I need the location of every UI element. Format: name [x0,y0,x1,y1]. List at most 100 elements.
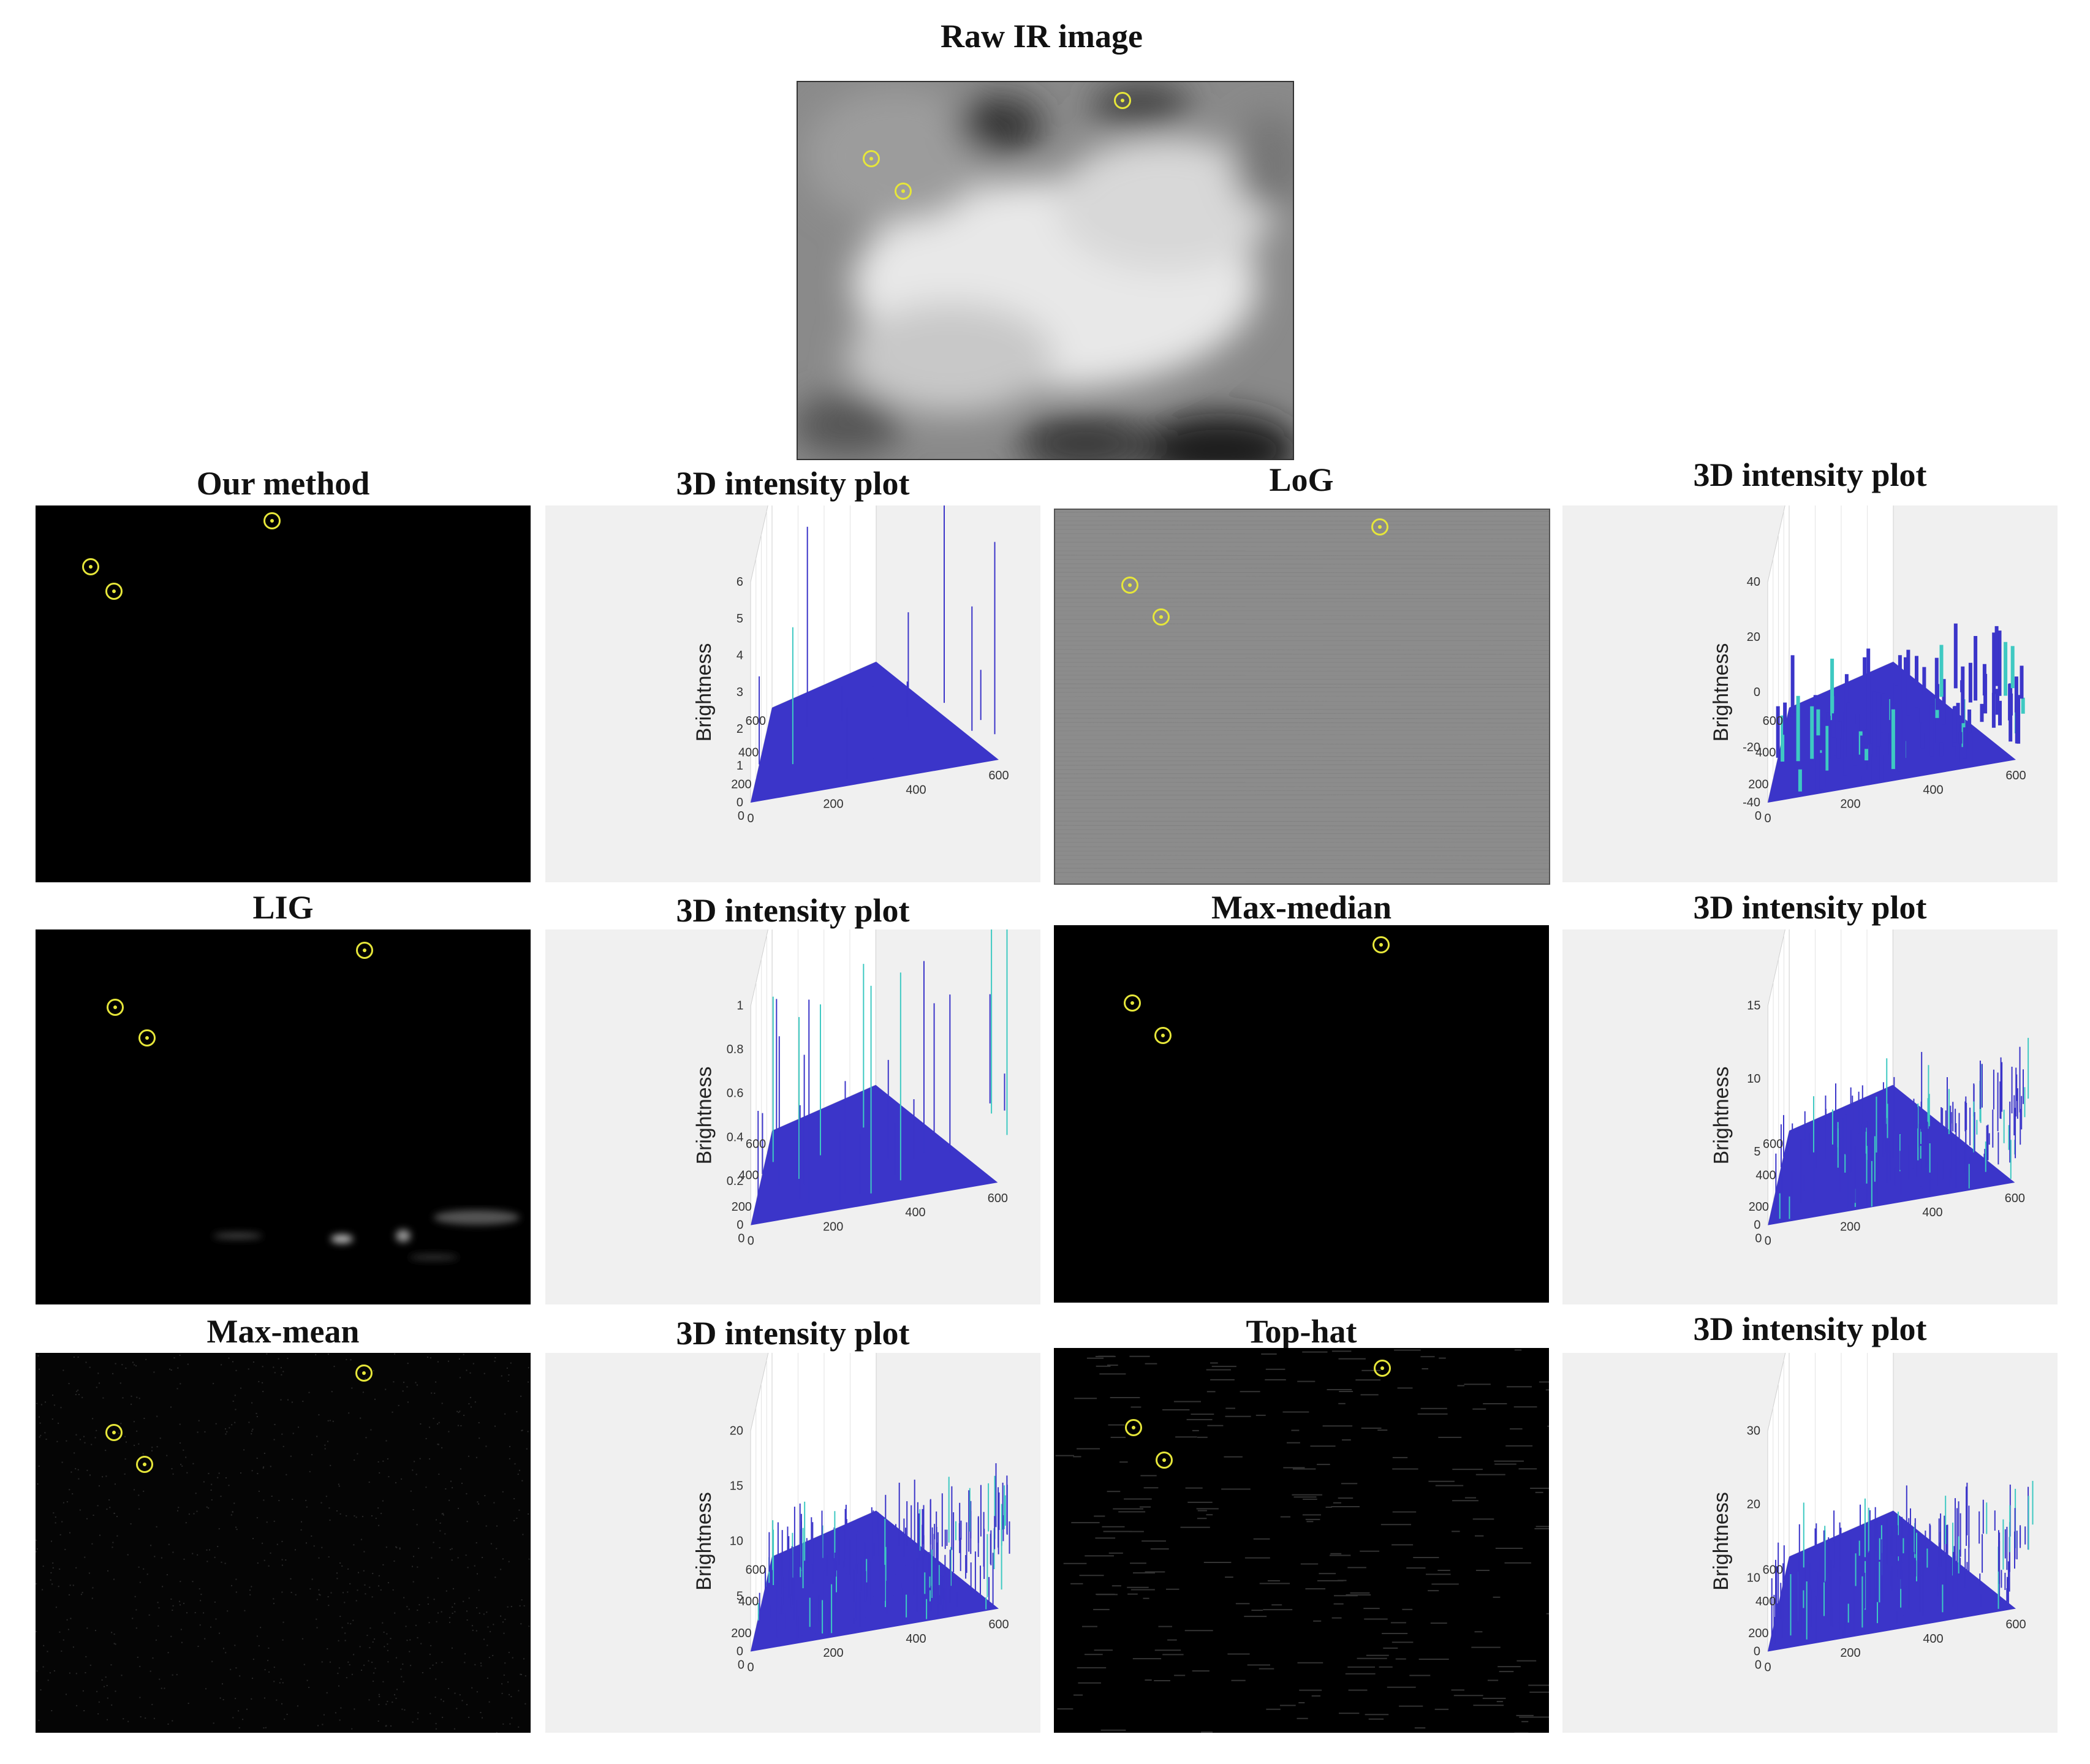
z-tick-label: 2 [736,722,743,736]
target-marker [1371,518,1388,536]
z-axis-label: Brightness [1709,643,1733,742]
plot-title: 3D intensity plot [1693,889,1927,926]
max-mean-image [36,1353,531,1733]
target-marker [263,512,281,529]
target-marker [356,942,373,959]
target-marker [1156,1452,1173,1469]
y-tick-label: 400 [1755,746,1776,760]
y-tick-label: 400 [738,1169,759,1183]
y-tick-label: 600 [1763,1137,1783,1151]
x-tick-label: 200 [823,1646,843,1660]
z-tick-label: 3 [736,686,743,699]
log-image [1054,509,1550,885]
surface-floor [751,1085,998,1225]
y-tick-label: 0 [738,1232,744,1245]
y-tick-label: 0 [1755,1232,1762,1245]
intensity-plot-svg: 0 1 2 3 4 5 6 0 200 400 600 0 200 400 600 Brightness [692,505,1009,825]
x-tick-label: 400 [906,783,926,797]
target-marker [1154,1027,1172,1044]
z-tick-label: 4 [736,649,743,662]
z-tick-label: 20 [730,1425,743,1438]
x-tick-label: 0 [747,812,754,825]
target-marker [136,1456,153,1473]
x-tick-label: 400 [1923,1632,1943,1646]
x-tick-label: 0 [748,1234,754,1247]
z-tick-label: 10 [1747,1072,1760,1086]
x-tick-label: 400 [1923,783,1943,797]
z-tick-label: 30 [1747,1425,1760,1438]
z-tick-label: 6 [736,575,743,589]
y-tick-label: 400 [738,1595,759,1608]
x-tick-label: 200 [823,1220,843,1233]
intensity-plot-max-median: 0 5 10 15 0 200 400 600 0 200 400 600 Brightness [1562,929,2058,1304]
x-tick-label: 200 [1840,1646,1860,1660]
target-marker [105,583,123,600]
x-tick-label: 200 [1840,1220,1860,1233]
intensity-plot-lig: 0 0.2 0.4 0.6 0.8 1 0 200 400 600 0 200 400 600 Bright… [545,929,1040,1304]
z-tick-label: 1 [736,759,743,773]
target-marker [1121,577,1138,594]
x-tick-label: 600 [988,769,1009,782]
panel-title-our-method: Our method [196,465,370,502]
max-mean-texture [36,1353,530,1733]
target-marker [1114,92,1131,109]
panel-title-log: LoG [1269,461,1334,498]
y-tick-label: 200 [1748,778,1768,791]
z-axis-label: Brightness [1710,1067,1733,1165]
y-tick-label: 200 [731,1627,751,1640]
z-tick-label: 10 [1747,1572,1760,1585]
y-tick-label: 600 [746,1137,766,1151]
z-tick-label: -40 [1743,796,1760,809]
z-axis-label: Brightness [693,1067,716,1165]
plot-title: 3D intensity plot [1693,456,1927,493]
y-tick-label: 200 [731,778,751,791]
log-texture [1055,511,1549,882]
x-tick-label: 400 [906,1632,926,1646]
surface-floor [751,662,999,803]
z-axis-label: Brightness [692,1492,716,1591]
z-tick-label: 0.8 [727,1043,744,1056]
raw-ir-image [797,81,1294,460]
y-tick-label: 600 [1763,714,1783,728]
panel-title-max-median: Max-median [1211,889,1391,926]
surface-floor [1768,1085,2015,1225]
lig-image [36,929,531,1304]
plot-title: 3D intensity plot [1693,1311,1927,1347]
z-tick-label: 0.4 [727,1130,744,1144]
intensity-plot-top-hat: 0 10 20 30 0 200 400 600 0 200 400 600 Brightness [1562,1353,2058,1733]
z-tick-label: 5 [736,612,743,626]
x-tick-label: 600 [2005,1192,2025,1205]
panel-title-top-hat: Top-hat [1246,1313,1357,1350]
target-marker [1374,1360,1391,1377]
intensity-plot-max-mean: 0 5 10 15 20 0 200 400 600 0 200 400 600 Brightness [545,1353,1040,1733]
z-tick-label: 0 [736,1219,743,1232]
y-tick-label: 600 [1763,1564,1783,1577]
x-tick-label: 200 [823,798,843,811]
target-marker [1373,936,1390,953]
z-tick-label: 5 [1754,1145,1760,1159]
target-marker [138,1029,156,1047]
plot-title: 3D intensity plot [676,1315,910,1352]
target-marker [355,1365,373,1382]
y-tick-label: 600 [746,1564,766,1577]
target-marker [1124,994,1141,1012]
z-tick-label: 0.6 [727,1087,744,1100]
target-marker [895,183,912,200]
z-tick-label: 10 [730,1535,743,1548]
x-tick-label: 0 [1764,1661,1771,1675]
top-hat-image [1054,1348,1549,1733]
z-tick-label: 0 [736,796,743,809]
intensity-plot-svg: 0 10 20 30 0 200 400 600 0 200 400 600 Brightness [1709,1353,2034,1675]
target-marker [1153,608,1170,626]
z-tick-label: 20 [1747,630,1760,644]
intensity-plot-log: -40 -20 0 20 40 0 200 400 600 0 200 400 600 Brightnes… [1562,505,2058,882]
y-tick-label: 200 [732,1200,752,1214]
x-tick-label: 0 [1764,812,1771,825]
z-tick-label: 0 [736,1645,743,1659]
z-tick-label: 15 [1747,999,1760,1012]
raw-ir-image-canvas [798,82,1293,459]
y-tick-label: 400 [1755,1595,1776,1608]
plot-title: 3D intensity plot [676,465,910,502]
y-tick-label: 200 [1749,1200,1769,1214]
